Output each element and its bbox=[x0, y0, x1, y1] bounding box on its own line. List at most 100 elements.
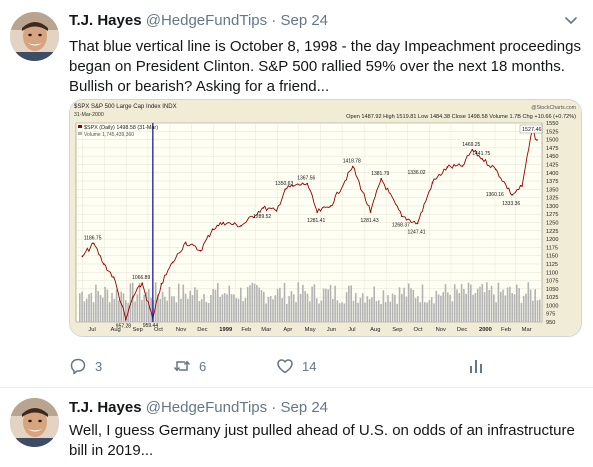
volume-bar bbox=[456, 289, 458, 322]
x-tick-label: Nov bbox=[176, 327, 186, 333]
volume-bar bbox=[111, 293, 113, 322]
price-annotation: 1333.36 bbox=[502, 201, 520, 207]
volume-bar bbox=[474, 293, 477, 322]
y-tick-label: 1250 bbox=[546, 221, 558, 227]
volume-bar bbox=[166, 300, 168, 322]
tweet-media[interactable]: $SPX S&P 500 Large Cap Index INDX 31-Mar-… bbox=[69, 99, 582, 337]
author-name[interactable]: T.J. Hayes bbox=[69, 399, 142, 416]
volume-bar bbox=[529, 289, 532, 322]
x-tick-label: Mar bbox=[261, 327, 271, 333]
y-tick-label: 1375 bbox=[546, 179, 558, 185]
tweet-2[interactable]: T.J. Hayes @HedgeFundTips · Sep 24 Well,… bbox=[0, 388, 593, 467]
avatar[interactable] bbox=[10, 12, 59, 61]
volume-bar bbox=[240, 287, 242, 322]
volume-bar bbox=[391, 293, 394, 322]
volume-bar bbox=[212, 289, 214, 322]
y-tick-label: 1125 bbox=[546, 262, 558, 268]
price-point bbox=[461, 165, 464, 167]
volume-bar bbox=[447, 292, 449, 322]
price-point bbox=[416, 222, 419, 225]
tweet-text: Well, I guess Germany just pulled ahead … bbox=[69, 422, 575, 459]
volume-bar bbox=[210, 294, 212, 322]
volume-bar bbox=[203, 294, 205, 322]
price-annotation: 1381.79 bbox=[371, 171, 389, 177]
volume-bar bbox=[534, 289, 536, 322]
spx-chart: $SPX S&P 500 Large Cap Index INDX 31-Mar-… bbox=[70, 100, 581, 336]
volume-bar bbox=[267, 296, 270, 322]
x-tick-label: Sep bbox=[392, 327, 402, 333]
tweet-header: T.J. Hayes @HedgeFundTips · Sep 24 bbox=[69, 12, 328, 29]
price-point bbox=[521, 185, 523, 187]
author-handle[interactable]: @HedgeFundTips bbox=[145, 12, 268, 29]
volume-bar bbox=[539, 299, 541, 322]
y-tick-label: 1525 bbox=[546, 129, 558, 135]
volume-bar bbox=[104, 286, 106, 322]
x-tick-label: Oct bbox=[414, 327, 423, 333]
volume-bar bbox=[228, 285, 231, 322]
volume-bar bbox=[380, 303, 382, 322]
volume-bar bbox=[430, 297, 433, 322]
legend-price-swatch bbox=[78, 125, 82, 128]
volume-bar bbox=[313, 284, 316, 322]
volume-bar bbox=[373, 286, 375, 322]
tweet-1[interactable]: T.J. Hayes @HedgeFundTips · Sep 24 That … bbox=[0, 0, 593, 386]
volume-bar bbox=[419, 302, 421, 322]
volume-bar bbox=[465, 293, 467, 322]
author-name[interactable]: T.J. Hayes bbox=[69, 12, 142, 29]
chevron-down-icon[interactable] bbox=[563, 12, 579, 28]
volume-bar bbox=[329, 284, 332, 322]
separator: · bbox=[271, 12, 277, 29]
avatar[interactable] bbox=[10, 398, 59, 447]
volume-bar bbox=[115, 289, 118, 322]
price-annotation: 1281.41 bbox=[307, 218, 325, 224]
price-annotation: 1281.43 bbox=[361, 218, 379, 224]
volume-bar bbox=[113, 298, 116, 322]
volume-bar bbox=[483, 292, 486, 322]
volume-bar bbox=[235, 298, 237, 322]
volume-bar bbox=[352, 300, 355, 322]
volume-bar bbox=[440, 295, 442, 322]
volume-bar bbox=[311, 286, 313, 322]
volume-bar bbox=[177, 283, 180, 322]
y-tick-label: 1550 bbox=[546, 121, 558, 127]
volume-bar bbox=[205, 302, 208, 322]
tweet-date[interactable]: Sep 24 bbox=[280, 399, 329, 416]
volume-bar bbox=[85, 298, 88, 322]
separator: · bbox=[271, 399, 277, 416]
y-tick-label: 1275 bbox=[546, 212, 558, 218]
y-tick-label: 1025 bbox=[546, 295, 558, 301]
chart-ohlc: Open 1487.92 High 1519.81 Low 1484.38 Cl… bbox=[346, 114, 576, 120]
x-tick-label: Nov bbox=[436, 327, 446, 333]
price-annotation: 1469.25 bbox=[462, 142, 480, 148]
volume-bar bbox=[341, 302, 343, 322]
volume-bar bbox=[412, 289, 415, 322]
author-handle[interactable]: @HedgeFundTips bbox=[145, 399, 268, 416]
volume-bar bbox=[410, 288, 412, 322]
volume-bar bbox=[532, 300, 534, 322]
chart-title: $SPX S&P 500 Large Cap Index INDX bbox=[74, 104, 177, 110]
volume-bar bbox=[180, 298, 182, 322]
legend-volume: Volume 1,745,439,360 bbox=[84, 132, 134, 138]
analytics-button[interactable] bbox=[467, 357, 493, 375]
reply-button[interactable]: 3 bbox=[69, 357, 102, 375]
price-point bbox=[380, 177, 383, 180]
like-button[interactable]: 14 bbox=[276, 357, 316, 375]
volume-bar bbox=[90, 292, 93, 322]
volume-bar bbox=[396, 303, 398, 322]
volume-bar bbox=[207, 302, 210, 322]
tweet-date[interactable]: Sep 24 bbox=[280, 12, 329, 29]
y-tick-label: 975 bbox=[546, 312, 555, 318]
volume-bar bbox=[198, 301, 201, 322]
volume-bar bbox=[394, 294, 396, 322]
volume-bar bbox=[258, 287, 260, 322]
price-annotation: 957.28 bbox=[116, 324, 132, 330]
volume-bar bbox=[159, 298, 162, 322]
retweet-button[interactable]: 6 bbox=[173, 357, 206, 375]
volume-bar bbox=[490, 285, 493, 322]
volume-bar bbox=[453, 284, 456, 322]
y-tick-label: 1100 bbox=[546, 270, 558, 276]
price-point bbox=[481, 158, 484, 160]
volume-bar bbox=[488, 290, 490, 322]
volume-bar bbox=[122, 293, 125, 322]
price-point bbox=[351, 165, 354, 168]
